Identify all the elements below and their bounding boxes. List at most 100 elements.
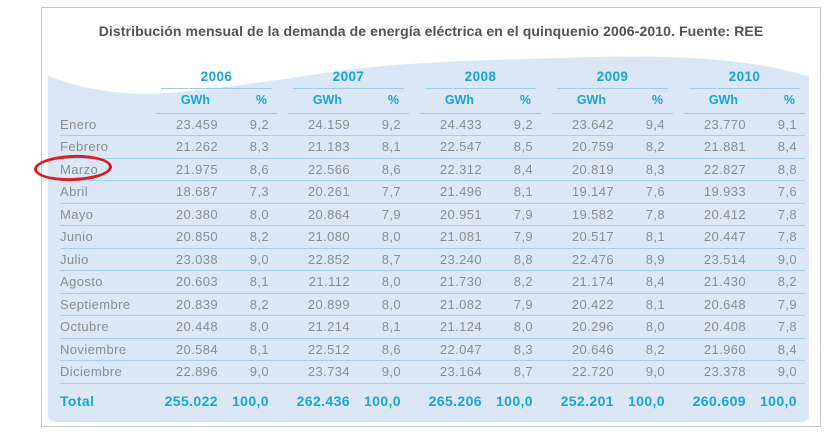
cell-gwh: 23.378: [684, 360, 758, 384]
table-row: Febrero 21.262 8,3 21.183 8,1 22.547 8,5 20.759…: [60, 135, 805, 159]
cell-gwh: 21.183: [288, 135, 362, 159]
cell-gwh: 20.380: [156, 203, 230, 226]
pct-header: %: [626, 90, 673, 114]
cell-pct: 9,0: [626, 360, 673, 384]
red-circle-annotation: [33, 153, 113, 182]
group-gap: [673, 338, 684, 361]
cell-pct: 9,1: [758, 113, 805, 136]
cell-pct: 8,8: [494, 248, 541, 271]
cell-gwh: 22.512: [288, 338, 362, 361]
month-label: Junio: [60, 225, 156, 249]
cell-pct: 8,9: [626, 248, 673, 271]
group-gap: [541, 270, 552, 294]
group-gap: [673, 135, 684, 159]
table-row: Enero 23.459 9,2 24.159 9,2 24.433 9,2 23.642 9,…: [60, 113, 805, 136]
cell-gwh: 23.038: [156, 248, 230, 271]
group-gap: [409, 180, 420, 204]
cell-gwh: 22.476: [552, 248, 626, 271]
year-header-2009: 2009: [552, 66, 673, 90]
cell-gwh: 21.960: [684, 338, 758, 361]
group-gap: [541, 113, 552, 136]
month-label: Enero: [60, 113, 156, 136]
group-gap: [673, 113, 684, 136]
cell-pct: 7,9: [494, 293, 541, 316]
group-gap: [409, 66, 420, 90]
month-label: Octubre: [60, 315, 156, 339]
report-frame: Distribución mensual de la demanda de en…: [33, 7, 821, 427]
group-gap: [409, 270, 420, 294]
cell-gwh: 20.296: [552, 315, 626, 339]
cell-pct: 9,0: [362, 360, 409, 384]
cell-gwh: 20.864: [288, 203, 362, 226]
group-gap: [277, 360, 288, 384]
group-gap: [541, 383, 552, 415]
cell-pct: 9,2: [362, 113, 409, 136]
group-gap: [541, 225, 552, 249]
group-gap: [673, 225, 684, 249]
group-gap: [409, 203, 420, 226]
table-row: Mayo 20.380 8,0 20.864 7,9 20.951 7,9 19.582 7,8…: [60, 203, 805, 226]
gwh-header: GWh: [156, 90, 230, 114]
group-gap: [541, 158, 552, 181]
group-gap: [541, 293, 552, 316]
group-gap: [673, 360, 684, 384]
month-label: Diciembre: [60, 360, 156, 384]
cell-gwh: 20.646: [552, 338, 626, 361]
cell-pct: 7,7: [362, 180, 409, 204]
cell-gwh: 20.261: [288, 180, 362, 204]
cell-pct: 9,4: [626, 113, 673, 136]
cell-gwh: 23.642: [552, 113, 626, 136]
cell-gwh: 22.827: [684, 158, 758, 181]
group-gap: [541, 248, 552, 271]
table-row: Agosto 20.603 8,1 21.112 8,0 21.730 8,2 21.174 8…: [60, 270, 805, 294]
cell-pct: 8,0: [362, 225, 409, 249]
total-gwh: 260.609: [692, 393, 746, 410]
pct-header: %: [362, 90, 409, 114]
group-gap: [409, 383, 420, 415]
month-col-spacer: [60, 90, 156, 113]
cell-gwh: 24.159: [288, 113, 362, 136]
cell-pct: 8,0: [494, 315, 541, 339]
cell-pct: 8,4: [626, 270, 673, 294]
cell-pct: 7,8: [758, 203, 805, 226]
group-gap: [277, 383, 288, 415]
group-gap: [409, 113, 420, 136]
month-label: Marzo: [33, 153, 156, 182]
cell-gwh: 21.082: [420, 293, 494, 316]
table-title: Distribución mensual de la demanda de en…: [98, 23, 764, 39]
cell-gwh: 20.422: [552, 293, 626, 316]
cell-gwh: 20.603: [156, 270, 230, 294]
cell-gwh: 23.514: [684, 248, 758, 271]
cell-gwh: 20.899: [288, 293, 362, 316]
cell-pct: 8,2: [758, 270, 805, 294]
month-label: Abril: [60, 180, 156, 204]
cell-pct: 8,0: [362, 293, 409, 316]
table-row: Noviembre 20.584 8,1 22.512 8,6 22.047 8,3 20.6…: [60, 338, 805, 361]
group-gap: [673, 66, 684, 90]
cell-gwh: 21.174: [552, 270, 626, 294]
group-gap: [409, 225, 420, 249]
cell-gwh: 19.147: [552, 180, 626, 204]
cell-pct: 8,2: [230, 225, 277, 249]
group-gap: [673, 158, 684, 181]
group-gap: [277, 338, 288, 361]
cell-gwh: 20.819: [552, 158, 626, 181]
group-gap: [277, 293, 288, 316]
cell-gwh: 21.124: [420, 315, 494, 339]
total-gwh: 255.022: [164, 393, 218, 410]
cell-pct: 8,0: [230, 203, 277, 226]
month-label: Mayo: [60, 203, 156, 226]
group-gap: [277, 113, 288, 136]
cell-gwh: 20.759: [552, 135, 626, 159]
group-gap: [673, 293, 684, 316]
group-gap: [673, 90, 684, 113]
month-label: Agosto: [60, 270, 156, 294]
cell-gwh: 21.975: [156, 158, 230, 181]
cell-pct: 7,8: [758, 315, 805, 339]
group-gap: [277, 315, 288, 339]
cell-pct: 8,2: [494, 270, 541, 294]
group-gap: [541, 66, 552, 90]
table-row: Octubre 20.448 8,0 21.214 8,1 21.124 8,0 20.296…: [60, 315, 805, 339]
cell-pct: 8,3: [230, 135, 277, 159]
